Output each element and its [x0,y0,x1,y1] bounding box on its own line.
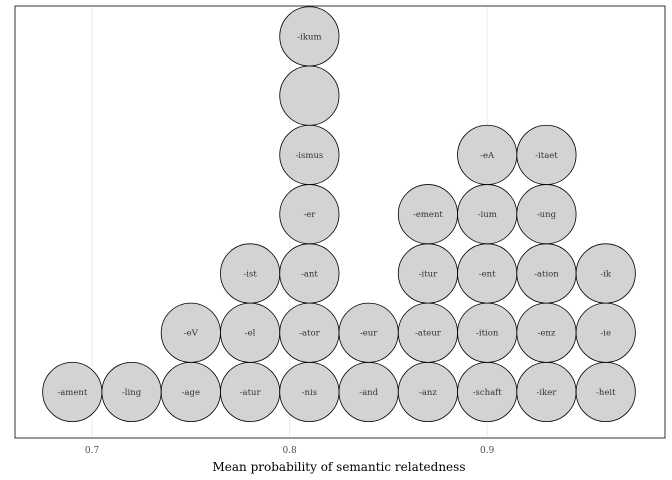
dot-label: -enz [538,329,556,339]
dot-label: -el [245,329,256,339]
dot-label: -ation [534,269,559,279]
dot-label: -eA [480,151,495,161]
dot-mark [279,65,340,126]
dot-label: -itaet [535,151,558,161]
dot-label: -ikum [297,32,321,42]
dot-label: -eV [184,329,199,339]
x-tick-label: 0.7 [85,446,100,456]
x-tick-label: 0.8 [282,446,297,456]
dot-label: -ie [600,329,611,339]
dot-label: -ik [600,269,612,279]
dot-mark [516,124,577,185]
dot-label: -and [359,388,378,398]
dot-label: -iker [537,388,558,398]
dot-label: -ung [537,210,557,220]
dot-label: -anz [419,388,437,398]
dot-mark [575,243,636,304]
dot-label: -nis [302,388,317,398]
dot-label: -heit [596,388,616,398]
dot-label: -eur [360,329,378,339]
dot-label: -age [182,388,200,398]
dot-label: -ismus [295,151,323,161]
dot-stacks: -ament -ling -age -eV -atur -el -ist -nis -ator -… [42,6,636,423]
dot-label: -ent [479,269,496,279]
x-axis-title: Mean probability of semantic relatedness [213,460,466,474]
dot-label: -ling [122,388,142,398]
dot-label: -itur [419,269,438,279]
dot-label: -ator [299,329,320,339]
dot-mark [279,6,340,67]
dot-label: -ist [243,269,257,279]
dot-label: -ant [301,269,318,279]
dot-label: -ateur [415,329,442,339]
dot-label: -er [303,210,316,220]
x-tick-label: 0.9 [480,446,495,456]
dot-label: -ement [413,210,443,220]
dot-label: -ament [57,388,88,398]
dot-label: -ium [478,210,497,220]
dot-label: -schaft [473,388,503,398]
panel-border [14,5,666,439]
dot-label: -atur [240,388,262,398]
dot-label: -ition [476,329,499,339]
x-axis-ticks: 0.7 0.8 0.9 [85,446,495,456]
